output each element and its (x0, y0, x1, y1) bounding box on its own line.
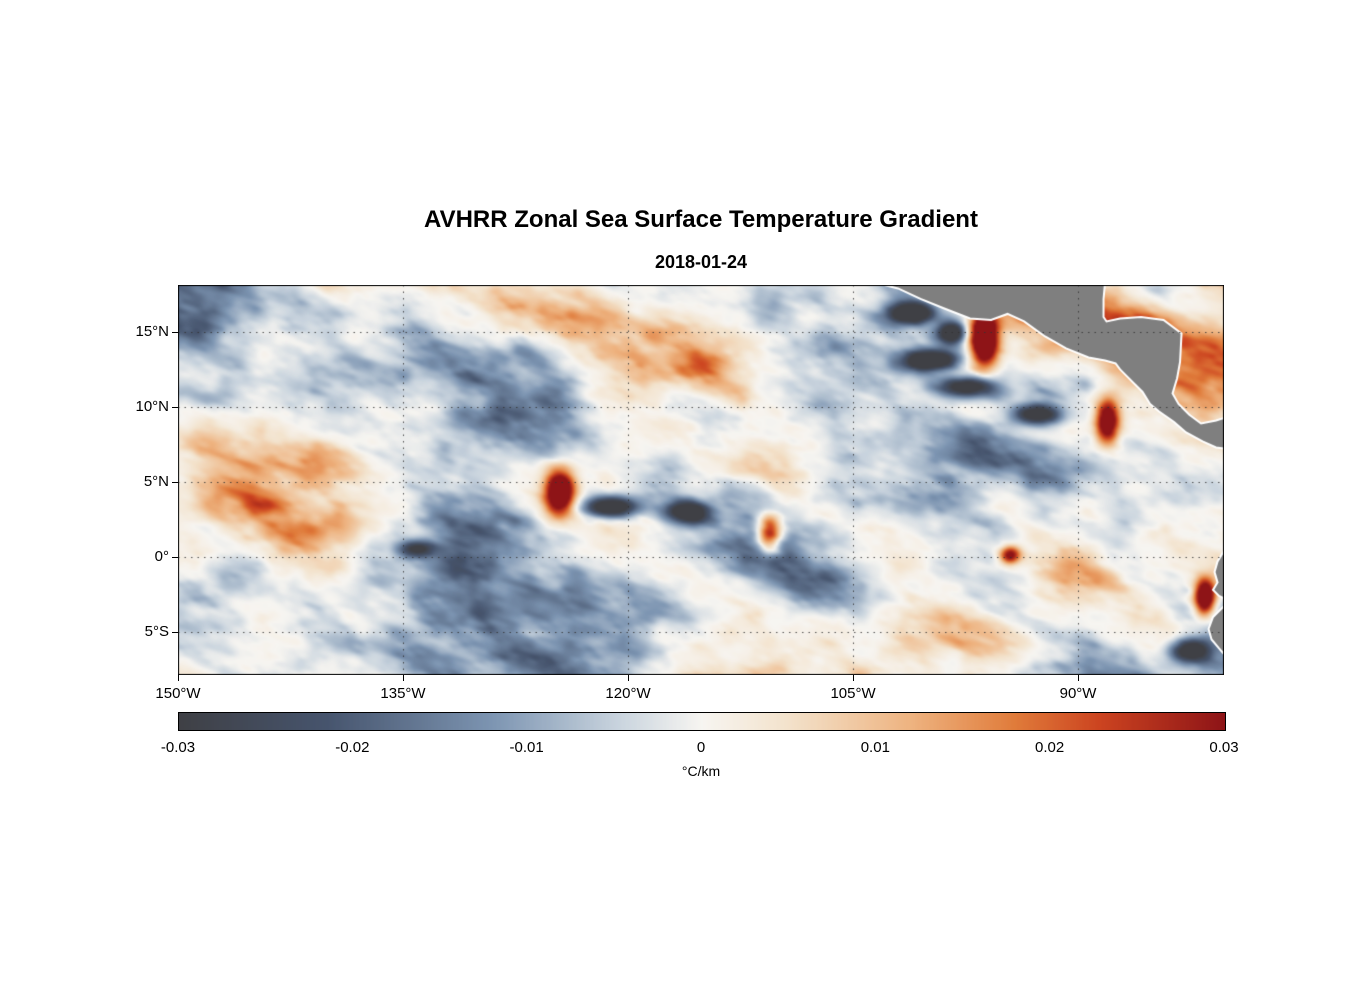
x-tick-mark (853, 675, 854, 681)
map-plot-area (178, 285, 1224, 675)
x-tick-label: 135°W (380, 685, 426, 702)
x-tick-mark (403, 675, 404, 681)
y-tick-label: 5°N (143, 472, 169, 490)
colorbar-tick-label: 0 (696, 739, 706, 756)
y-tick-mark (172, 482, 178, 483)
chart-subtitle: 2018-01-24 (654, 252, 748, 272)
y-tick-mark (172, 407, 178, 408)
y-tick-mark (172, 557, 178, 558)
colorbar-unit-label: °C/km (681, 763, 721, 779)
colorbar-tick-label: 0.01 (860, 739, 890, 756)
y-tick-mark (172, 632, 178, 633)
colorbar-gradient-canvas (179, 713, 1225, 730)
colorbar-tick-label: -0.01 (509, 739, 544, 756)
chart-title: AVHRR Zonal Sea Surface Temperature Grad… (424, 206, 978, 233)
x-tick-mark (178, 675, 179, 681)
y-tick-label: 15°N (135, 322, 169, 340)
sst-gradient-field-canvas (178, 285, 1224, 675)
y-tick-label: 5°S (144, 622, 169, 640)
x-tick-mark (628, 675, 629, 681)
y-tick-mark (172, 332, 178, 333)
x-tick-label: 150°W (155, 685, 201, 702)
colorbar-tick-label: -0.02 (335, 739, 370, 756)
x-tick-label: 90°W (1059, 685, 1097, 702)
colorbar (178, 712, 1226, 731)
colorbar-tick-label: 0.03 (1209, 739, 1239, 756)
x-tick-mark (1078, 675, 1079, 681)
y-tick-label: 0° (154, 547, 169, 565)
colorbar-tick-label: -0.03 (160, 739, 196, 756)
x-tick-label: 120°W (605, 685, 651, 702)
x-tick-label: 105°W (830, 685, 876, 702)
colorbar-tick-label: 0.02 (1035, 739, 1065, 756)
y-tick-label: 10°N (135, 397, 169, 415)
